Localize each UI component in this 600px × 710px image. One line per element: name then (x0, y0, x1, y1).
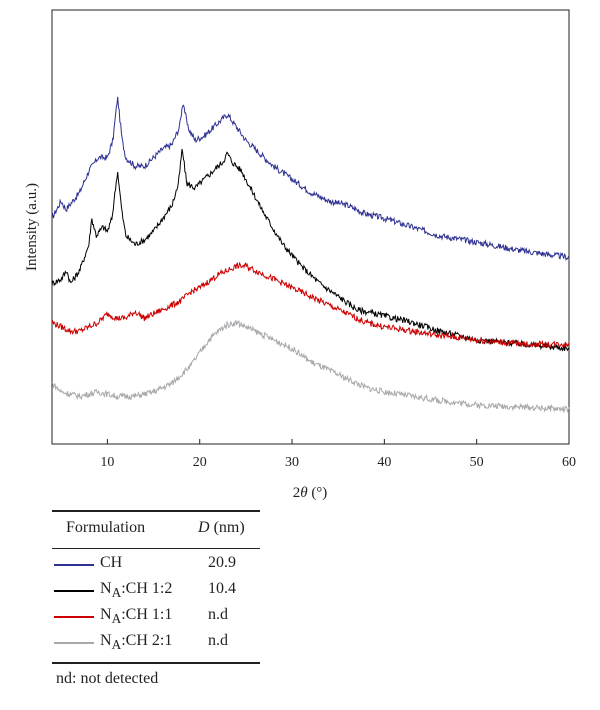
legend-bottom-rule (52, 662, 260, 664)
xrd-chart: 10 20 30 40 50 60 2θ (°) Intensity (a.u.) (24, 9, 576, 501)
x-axis-title: 2θ (°) (293, 485, 328, 501)
legend-series-name: NA:CH 1:2 (100, 580, 173, 601)
y-axis-title: Intensity (a.u.) (24, 183, 40, 271)
series-line-1 (51, 96, 570, 262)
legend-header-formulation: Formulation (66, 519, 146, 536)
legend-row-ch: CH 20.9 (52, 554, 260, 576)
legend-top-rule (52, 510, 260, 512)
legend-d-value: n.d (208, 606, 228, 623)
x-tick-label: 50 (470, 455, 484, 470)
legend-d-value: n.d (208, 632, 228, 649)
series-line-4 (51, 319, 570, 414)
series-line-3 (51, 261, 570, 349)
legend-swatch (54, 616, 94, 618)
legend-swatch (54, 590, 94, 592)
x-tick-label: 10 (100, 455, 114, 470)
legend-d-value: 10.4 (208, 580, 236, 597)
legend-header-rule (52, 548, 260, 549)
plot-frame (51, 9, 570, 445)
x-tick-label: 40 (377, 455, 391, 470)
legend-header-d: D (nm) (198, 519, 245, 536)
legend-row-na-ch-2-1: NA:CH 2:1 n.d (52, 632, 260, 654)
legend-swatch (54, 642, 94, 644)
series-line-2 (51, 148, 570, 352)
x-tick-label: 20 (193, 455, 207, 470)
legend-swatch (54, 564, 94, 566)
x-axis-ticks: 10 20 30 40 50 60 (100, 439, 576, 470)
legend-footnote: nd: not detected (56, 670, 159, 687)
legend-series-name: NA:CH 1:1 (100, 606, 173, 627)
series-layer (51, 96, 570, 414)
legend-row-na-ch-1-2: NA:CH 1:2 10.4 (52, 580, 260, 602)
legend-series-name: CH (100, 554, 123, 571)
x-tick-label: 30 (285, 455, 299, 470)
legend-series-name: NA:CH 2:1 (100, 632, 173, 653)
x-tick-label: 60 (562, 455, 576, 470)
legend-row-na-ch-1-1: NA:CH 1:1 n.d (52, 606, 260, 628)
legend-d-value: 20.9 (208, 554, 236, 571)
